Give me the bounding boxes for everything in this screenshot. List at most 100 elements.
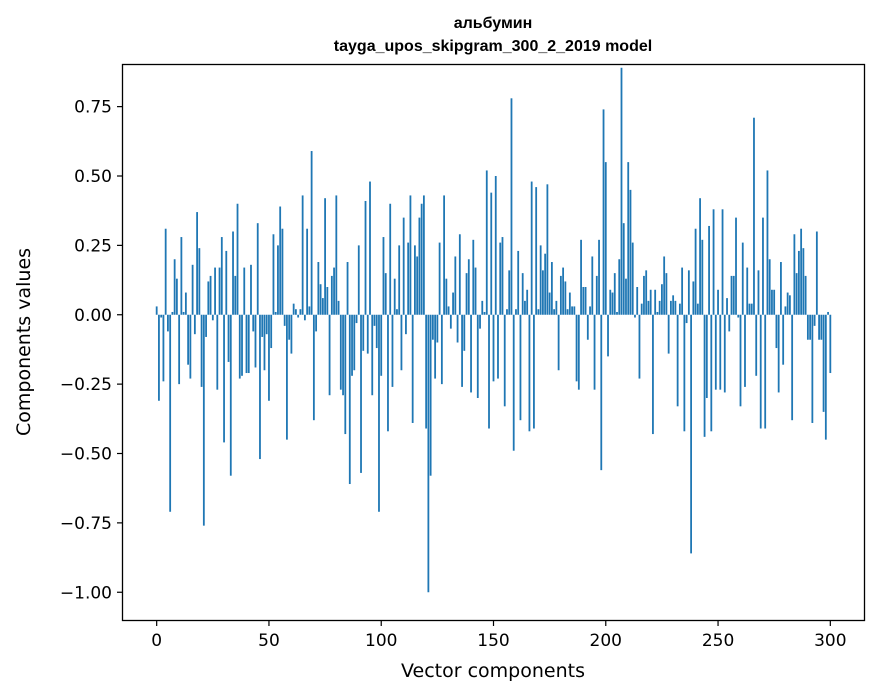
bar xyxy=(463,314,466,351)
bar xyxy=(748,303,751,315)
bar xyxy=(618,259,621,315)
bar xyxy=(357,245,360,315)
bar xyxy=(295,309,297,315)
bar xyxy=(510,98,513,315)
bar xyxy=(710,314,713,432)
bar xyxy=(308,306,311,315)
bar xyxy=(521,273,524,315)
x-axis-ticks: 0 50 100 150 200 250 300 xyxy=(151,620,847,651)
bar xyxy=(719,314,722,390)
y-tick-label: 0.50 xyxy=(74,167,112,187)
bar xyxy=(512,314,515,451)
bar xyxy=(528,314,531,432)
bar xyxy=(571,306,573,315)
bar xyxy=(211,314,214,321)
bar xyxy=(337,300,340,315)
bar xyxy=(602,109,605,315)
bar xyxy=(366,314,369,354)
x-axis-label: Vector components xyxy=(401,660,585,682)
bar xyxy=(665,273,668,315)
bar xyxy=(200,314,203,387)
bar xyxy=(470,314,472,393)
bar xyxy=(723,314,726,393)
bar xyxy=(283,314,286,326)
bar xyxy=(631,242,634,315)
bar xyxy=(180,237,183,315)
bar xyxy=(229,314,232,476)
bar xyxy=(272,234,275,315)
bar xyxy=(263,314,266,371)
bar xyxy=(795,273,798,315)
bar xyxy=(335,195,338,315)
bar xyxy=(443,195,445,315)
bar xyxy=(766,170,769,315)
bar xyxy=(656,311,659,315)
bar xyxy=(245,314,248,374)
bar xyxy=(636,287,639,315)
bar xyxy=(764,314,767,429)
bar xyxy=(440,314,443,385)
bar xyxy=(780,262,782,315)
y-tick-label: 0.00 xyxy=(74,306,112,326)
bar xyxy=(609,289,612,315)
bar xyxy=(658,300,661,315)
bar xyxy=(167,314,169,332)
bar xyxy=(169,314,172,512)
bar xyxy=(515,309,517,315)
bar xyxy=(364,200,367,315)
x-tick-label: 300 xyxy=(814,631,846,651)
bar xyxy=(479,314,481,329)
bar xyxy=(580,239,582,315)
bar xyxy=(483,311,486,315)
y-axis-ticks: −1.00 −0.75 −0.50 −0.25 0.00 0.25 0.50 0.75 xyxy=(60,98,123,603)
bar xyxy=(375,314,378,349)
bar xyxy=(312,314,315,421)
bar xyxy=(820,314,823,340)
bar xyxy=(739,314,742,407)
bar xyxy=(777,314,780,393)
bar xyxy=(813,314,816,326)
bar xyxy=(198,248,201,315)
bar xyxy=(497,314,499,379)
bar xyxy=(701,239,704,315)
bar xyxy=(730,275,733,315)
bar xyxy=(607,314,609,357)
bar xyxy=(355,314,358,324)
bar xyxy=(744,314,746,387)
bar xyxy=(499,242,502,315)
bar xyxy=(492,314,495,382)
bar xyxy=(726,298,728,315)
bar xyxy=(371,314,374,396)
bar xyxy=(622,223,625,315)
bar xyxy=(256,223,259,315)
bar xyxy=(714,314,717,390)
bar xyxy=(753,117,755,315)
bar xyxy=(559,275,562,315)
bar xyxy=(768,259,771,315)
bar xyxy=(750,303,753,315)
bar xyxy=(396,309,398,315)
x-tick-label: 0 xyxy=(151,631,162,651)
bar xyxy=(654,289,657,315)
bar xyxy=(562,267,565,315)
bar xyxy=(236,203,239,315)
bar xyxy=(254,314,257,368)
bar xyxy=(333,267,335,315)
bar xyxy=(652,314,654,435)
bar xyxy=(378,314,380,512)
bar xyxy=(542,270,544,315)
bar xyxy=(824,314,827,440)
bar xyxy=(566,309,569,315)
bar xyxy=(425,314,428,429)
bar xyxy=(346,262,349,315)
plot-frame xyxy=(121,63,866,622)
bar xyxy=(461,314,463,387)
bar xyxy=(252,314,255,332)
bar xyxy=(158,314,160,401)
bar xyxy=(216,314,219,390)
bar xyxy=(537,309,540,315)
y-tick-label: −0.75 xyxy=(60,514,112,534)
bar xyxy=(616,311,618,315)
y-axis-label: Components values xyxy=(13,248,35,436)
bar xyxy=(232,231,234,315)
